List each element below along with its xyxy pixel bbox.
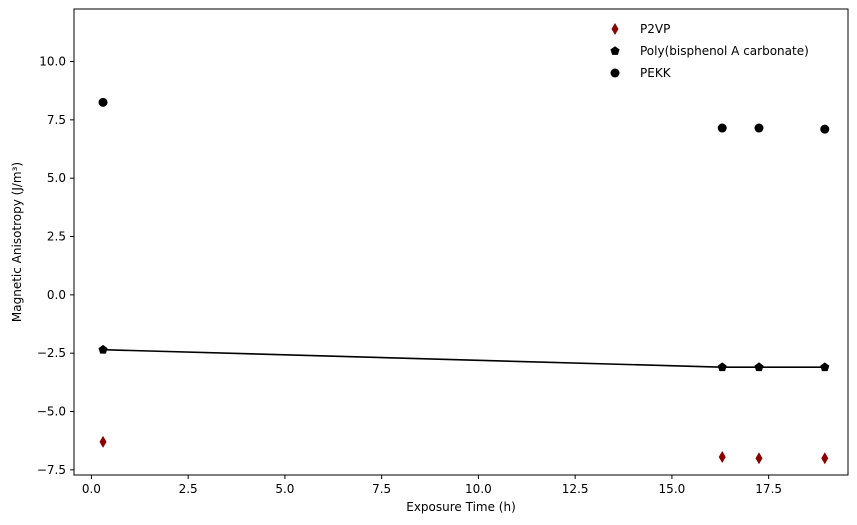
y-tick-label: 2.5: [47, 230, 66, 244]
y-tick-label: −5.0: [37, 405, 66, 419]
x-tick-label: 15.0: [659, 482, 686, 496]
data-point-pekk: [754, 123, 764, 133]
data-point-p2vp: [755, 452, 763, 465]
data-point-poly-bisphenol-a-carbonate: [754, 362, 764, 372]
legend-marker-p2vp: [611, 23, 619, 35]
data-point-pekk: [98, 97, 108, 107]
data-point-poly-bisphenol-a-carbonate: [98, 344, 108, 354]
axes-layer: [73, 8, 849, 476]
x-tick-label: 17.5: [755, 482, 782, 496]
data-point-poly-bisphenol-a-carbonate: [717, 362, 727, 372]
data-point-pekk: [717, 123, 727, 133]
y-tick-label: −2.5: [37, 346, 66, 360]
plot-frame: [73, 8, 849, 476]
x-tick-label: 7.5: [372, 482, 391, 496]
data-point-p2vp: [718, 451, 726, 464]
x-tick-label: 12.5: [562, 482, 589, 496]
legend-label-pekk: PEKK: [640, 66, 672, 80]
y-tick-label: 7.5: [47, 113, 66, 127]
x-tick-label: 10.0: [465, 482, 492, 496]
y-axis: −7.5 −5.0 −2.5 0.0 2.5 5.0 7.5 10.0: [37, 55, 74, 477]
y-tick-label: 5.0: [47, 171, 66, 185]
data-point-pekk: [820, 124, 830, 134]
series-layer: [98, 97, 830, 465]
legend: P2VP Poly(bisphenol A carbonate) PEKK: [610, 22, 809, 80]
plot-area: [74, 9, 848, 475]
legend-label-p2vp: P2VP: [640, 22, 670, 36]
data-point-p2vp: [99, 435, 107, 448]
x-tick-label: 2.5: [179, 482, 198, 496]
series-line-poly-bisphenol-a-carbonate: [103, 348, 825, 368]
x-axis-title: Exposure Time (h): [406, 500, 516, 514]
y-axis-title: Magnetic Anisotropy (J/m³): [10, 162, 24, 322]
data-point-poly-bisphenol-a-carbonate: [820, 362, 830, 372]
legend-marker-poly-bisphenol-a-carbonate: [610, 46, 620, 55]
legend-marker-pekk: [610, 68, 620, 78]
x-tick-label: 0.0: [82, 482, 101, 496]
legend-label-poly-bisphenol-a-carbonate: Poly(bisphenol A carbonate): [640, 44, 809, 58]
x-axis: 0.0 2.5 5.0 7.5 10.0 12.5 15.0 17.5: [82, 475, 782, 496]
x-tick-label: 5.0: [275, 482, 294, 496]
data-point-p2vp: [821, 452, 829, 465]
y-tick-label: 10.0: [39, 55, 66, 69]
y-tick-label: 0.0: [47, 288, 66, 302]
y-tick-label: −7.5: [37, 463, 66, 477]
